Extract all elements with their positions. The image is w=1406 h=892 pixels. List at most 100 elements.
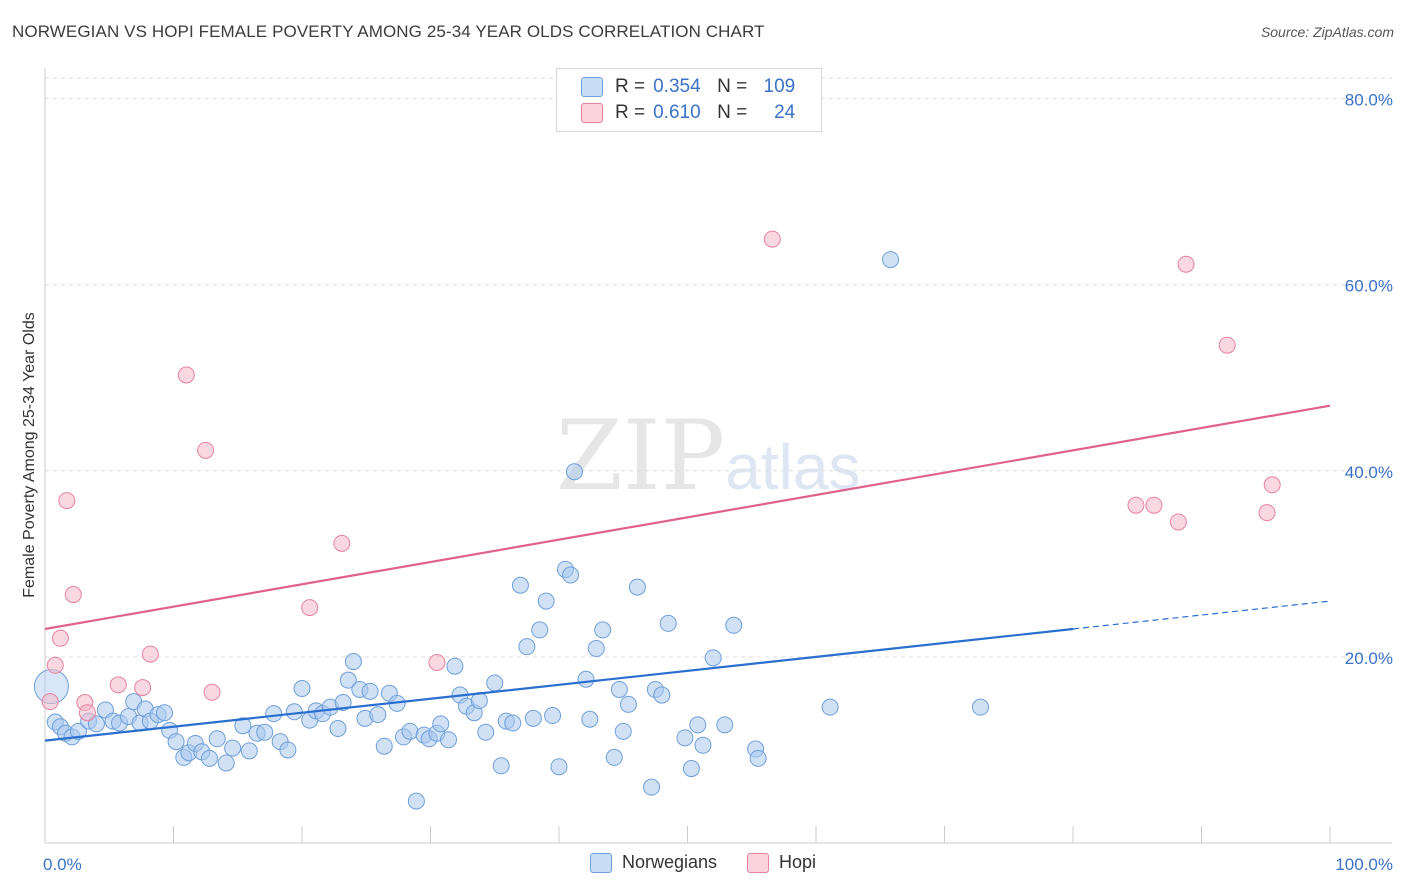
norwegians-point <box>293 680 311 698</box>
norwegians-point <box>224 739 242 757</box>
hopi-point <box>109 676 127 694</box>
norwegians-point <box>492 757 510 775</box>
series-label-hopi: Hopi <box>779 852 817 872</box>
legend-r-value: 0.610 <box>653 102 701 123</box>
legend-r-label: R = <box>615 102 646 123</box>
norwegians-point <box>256 723 274 741</box>
hopi-point <box>58 492 76 510</box>
hopi-point <box>197 441 215 459</box>
hopi-point <box>64 586 82 604</box>
hopi-trend-line <box>44 404 1331 631</box>
hopi-point <box>1258 504 1276 522</box>
norwegians-point <box>628 578 646 596</box>
norwegians-point <box>725 616 743 634</box>
series-label-norwegians: Norwegians <box>621 852 717 872</box>
norwegians-point <box>821 698 839 716</box>
series-legend: Norwegians Hopi <box>0 852 1406 873</box>
hopi-point <box>1218 336 1236 354</box>
norwegians-point <box>265 705 283 723</box>
norwegians-point <box>749 749 767 767</box>
series-legend-hopi: Hopi <box>747 852 816 873</box>
norwegians-point <box>689 716 707 734</box>
norwegians-point <box>614 722 632 740</box>
norwegians-point <box>882 251 900 269</box>
hopi-point <box>333 534 351 552</box>
norwegians-point <box>329 720 347 738</box>
series-swatch-norwegians <box>589 852 612 873</box>
norwegians-point <box>511 576 529 594</box>
norwegians-point <box>439 731 457 749</box>
norwegians-point <box>217 754 235 772</box>
hopi-point <box>763 230 781 248</box>
y-axis-label: Female Poverty Among 25-34 Year Olds <box>21 312 38 598</box>
legend-n-label: N = <box>717 76 748 97</box>
legend-swatch-norwegians <box>581 77 603 97</box>
norwegians-point <box>577 670 595 688</box>
norwegians-point <box>605 748 623 766</box>
norwegians-point <box>361 682 379 700</box>
norwegians-point <box>240 742 258 760</box>
watermark: ZIPatlas <box>556 400 860 512</box>
norwegians-point <box>653 686 671 704</box>
hopi-point <box>1169 513 1187 531</box>
y-tick-label: 20.0% <box>1345 649 1393 668</box>
y-tick-label: 40.0% <box>1345 463 1393 482</box>
hopi-point <box>1177 255 1195 273</box>
legend-n-label: N = <box>717 102 748 123</box>
norwegians-point <box>531 621 549 639</box>
norwegians-point <box>375 737 393 755</box>
norwegians-trend-extension <box>1072 600 1331 630</box>
norwegians-point <box>401 722 419 740</box>
norwegians-point <box>518 638 536 656</box>
x-tick-label: 100.0% <box>1335 855 1393 874</box>
norwegians-point <box>682 760 700 778</box>
y-tick-label: 60.0% <box>1345 277 1393 296</box>
hopi-point <box>141 645 159 663</box>
norwegians-point <box>334 693 352 711</box>
norwegians-point <box>550 758 568 776</box>
norwegians-point <box>562 566 580 584</box>
hopi-point <box>1145 496 1163 514</box>
series-legend-norwegians: Norwegians <box>589 852 717 873</box>
norwegians-point <box>339 671 357 689</box>
norwegians-point <box>659 614 677 632</box>
hopi-point <box>134 679 152 697</box>
norwegians-point <box>69 722 87 740</box>
chart-title: NORWEGIAN VS HOPI FEMALE POVERTY AMONG 2… <box>12 22 765 41</box>
norwegians-point <box>581 710 599 728</box>
norwegians-point <box>694 736 712 754</box>
norwegians-point <box>544 707 562 725</box>
norwegians-point <box>285 703 303 721</box>
norwegians-point <box>610 680 628 698</box>
norwegians-point <box>594 621 612 639</box>
series-swatch-hopi <box>747 852 769 873</box>
norwegians-point <box>432 715 450 733</box>
norwegians-point <box>971 698 989 716</box>
norwegians-point <box>643 778 661 796</box>
norwegians-point <box>446 657 464 675</box>
norwegians-point <box>200 749 218 767</box>
hopi-point <box>177 366 195 384</box>
norwegians-point <box>279 741 297 759</box>
norwegians-point <box>369 706 387 724</box>
norwegians-point <box>344 653 362 671</box>
norwegians-point <box>524 709 542 727</box>
x-tick-label: 0.0% <box>43 855 82 874</box>
hopi-point <box>301 599 319 617</box>
legend-r-value: 0.354 <box>653 76 701 97</box>
hopi-point <box>78 704 96 722</box>
norwegians-point <box>587 640 605 658</box>
hopi-point <box>428 653 446 671</box>
watermark-zip: ZIP <box>556 400 726 512</box>
norwegians-point <box>208 730 226 748</box>
hopi-point <box>1127 496 1145 514</box>
y-tick-label: 80.0% <box>1345 91 1393 110</box>
legend-r-label: R = <box>615 76 646 97</box>
legend-n-value: 24 <box>774 102 796 123</box>
norwegians-point <box>676 729 694 747</box>
norwegians-point <box>477 723 495 741</box>
legend-swatch-hopi <box>581 103 603 123</box>
legend-n-value: 109 <box>763 76 796 97</box>
correlation-legend: R = 0.354 N = 109 R = 0.610 N = 24 <box>556 68 822 132</box>
hopi-point <box>203 683 221 701</box>
